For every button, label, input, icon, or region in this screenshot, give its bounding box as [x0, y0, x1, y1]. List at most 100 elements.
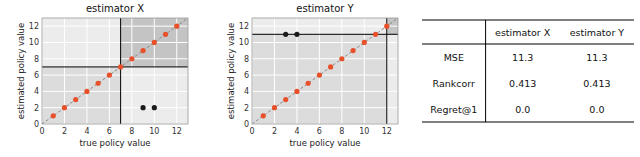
table-rule [422, 122, 634, 123]
x-axis-label: true policy value [289, 138, 360, 148]
grid-line-y [252, 75, 398, 76]
point [152, 40, 157, 45]
y-tick-label: 4 [34, 87, 39, 96]
diagonal [42, 18, 188, 124]
point [51, 113, 56, 118]
x-tick-label: 8 [339, 127, 344, 136]
point [294, 32, 299, 37]
point [62, 105, 67, 110]
frame [252, 18, 398, 124]
reference-vline [120, 18, 121, 124]
grid-line-y [252, 58, 398, 59]
grid-line-y [252, 91, 398, 92]
y-tick-label: 8 [34, 55, 39, 64]
x-tick-label: 4 [294, 127, 299, 136]
y-axis-label: estimated policy value [226, 23, 236, 119]
grid-line-y [42, 26, 188, 27]
point [283, 32, 288, 37]
x-tick-label: 0 [249, 127, 254, 136]
table-row-label: Regret@1 [430, 104, 477, 115]
plot-area [252, 18, 398, 124]
figure: 0 2 4 6 8 10 12 0 2 4 6 8 10 12 estimator X true policy… [0, 0, 640, 157]
table-cell: 0.413 [509, 78, 536, 89]
y-tick-label: 2 [244, 104, 249, 113]
y-tick-label: 0 [34, 120, 39, 129]
grid-line-y [42, 42, 188, 43]
point [107, 72, 112, 77]
plot-area [42, 18, 188, 124]
x-tick-label: 10 [359, 127, 369, 136]
point [283, 97, 288, 102]
table-cell: 0.413 [583, 78, 610, 89]
point [73, 97, 78, 102]
point [84, 89, 89, 94]
point [140, 48, 145, 53]
plot-background [252, 18, 398, 124]
diagonal [252, 18, 398, 124]
x-tick-label: 4 [84, 127, 89, 136]
reference-hline [42, 66, 188, 67]
y-tick-label: 8 [244, 55, 249, 64]
grid-line-y [252, 26, 398, 27]
y-tick-label: 12 [29, 22, 39, 31]
point [140, 105, 145, 110]
frame [42, 18, 188, 124]
point [294, 89, 299, 94]
title: estimator X [86, 3, 144, 14]
point [373, 32, 378, 37]
point [174, 24, 179, 29]
table-header: estimator X [495, 27, 551, 38]
point [96, 81, 101, 86]
grid-line-y [42, 58, 188, 59]
y-tick-label: 6 [34, 71, 39, 80]
y-tick-label: 6 [244, 71, 249, 80]
table-cell: 11.3 [512, 52, 533, 63]
point [261, 113, 266, 118]
table-separator [485, 20, 486, 122]
y-tick-label: 10 [239, 38, 249, 47]
x-tick-label: 12 [382, 127, 392, 136]
grid-line-x [386, 18, 387, 124]
x-tick-label: 0 [39, 127, 44, 136]
reference-vline [386, 18, 387, 124]
y-tick-label: 10 [29, 38, 39, 47]
plot-background [42, 18, 188, 124]
x-tick-label: 6 [107, 127, 112, 136]
x-tick-label: 12 [172, 127, 182, 136]
x-tick-label: 6 [317, 127, 322, 136]
point [118, 64, 123, 69]
point [362, 40, 367, 45]
x-tick-label: 8 [129, 127, 134, 136]
table-cell: 0.0 [589, 104, 604, 115]
table-header: estimator Y [570, 27, 625, 38]
table-cell: 11.3 [586, 52, 607, 63]
table-cell: 0.0 [515, 104, 530, 115]
point [152, 105, 157, 110]
point [306, 81, 311, 86]
point [339, 56, 344, 61]
point [317, 72, 322, 77]
table-row-label: MSE [444, 52, 464, 63]
title: estimator Y [296, 3, 354, 14]
table-rule [422, 20, 634, 21]
y-tick-label: 0 [244, 120, 249, 129]
grid-line-y [42, 91, 188, 92]
point [328, 64, 333, 69]
y-axis-label: estimated policy value [16, 23, 26, 119]
grid-line-y [42, 75, 188, 76]
point [163, 32, 168, 37]
panel: 0 2 4 6 8 10 12 0 2 4 6 8 10 12 estimator X true policy… [16, 3, 188, 148]
y-tick-label: 2 [34, 104, 39, 113]
table: estimator X 11.3 0.413 0.0 estimator Y 11.3 0.… [422, 20, 634, 122]
panel: 024681012024681012estimator Ytrue policy… [226, 3, 398, 148]
y-tick-label: 12 [239, 22, 249, 31]
x-tick-label: 10 [149, 127, 159, 136]
point [129, 56, 134, 61]
y-tick-label: 4 [244, 87, 249, 96]
grid-line-y [252, 42, 398, 43]
x-tick-label: 2 [62, 127, 67, 136]
point [350, 48, 355, 53]
table-rule [422, 44, 634, 45]
point [384, 24, 389, 29]
x-axis-label: true policy value [79, 138, 150, 148]
